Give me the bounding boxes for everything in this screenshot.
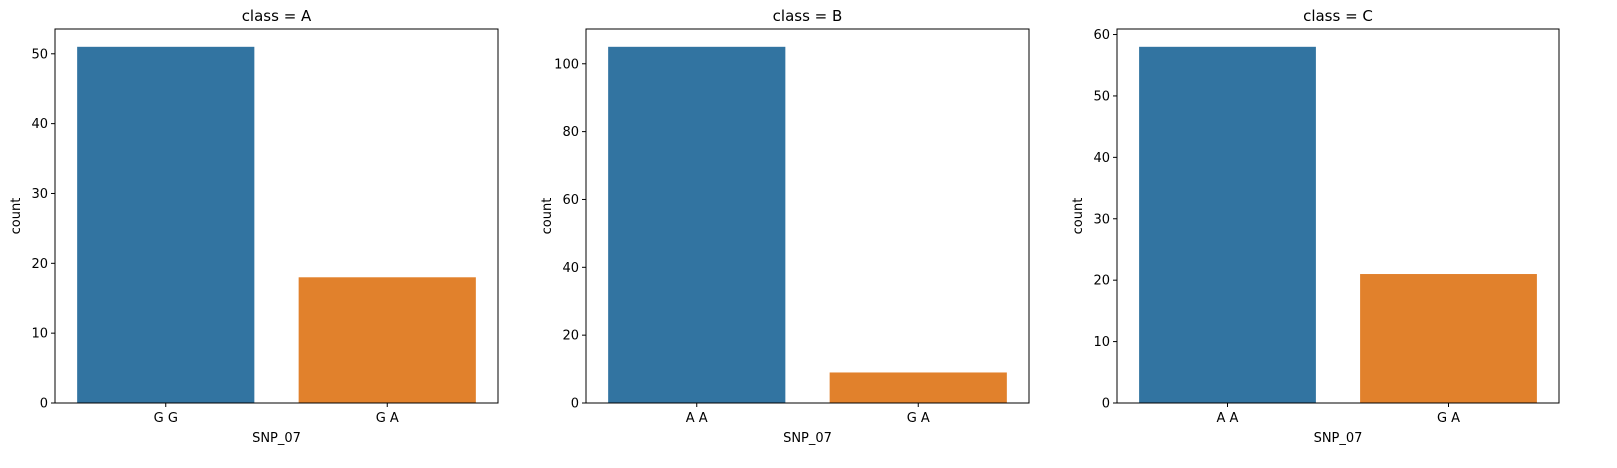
bar bbox=[298, 277, 476, 403]
x-tick-label: A A bbox=[1217, 411, 1239, 426]
x-tick-label: G A bbox=[907, 411, 930, 426]
bar bbox=[608, 46, 786, 404]
y-tick-label: 80 bbox=[562, 125, 579, 140]
y-tick-label: 0 bbox=[571, 397, 579, 412]
y-axis-label: count bbox=[1071, 198, 1086, 235]
bar bbox=[1139, 46, 1316, 404]
subplot-3: 0 10 20 30 40 50 60 A A G A class = C SNP_07 count bbox=[1071, 7, 1560, 446]
y-tick-label: 40 bbox=[562, 261, 579, 276]
subplot-1: 0 10 20 30 40 50 G G G A class = A SNP_07 count bbox=[9, 7, 499, 446]
x-axis-label: SNP_07 bbox=[252, 431, 301, 446]
x-tick-label: G A bbox=[1437, 411, 1460, 426]
y-axis-label: count bbox=[9, 198, 24, 235]
y-tick-label: 50 bbox=[1093, 89, 1110, 104]
y-tick-label: 30 bbox=[31, 187, 48, 202]
bar bbox=[1360, 274, 1537, 403]
y-tick-label: 20 bbox=[31, 257, 48, 272]
y-tick-label: 10 bbox=[1093, 335, 1110, 350]
y-tick-label: 100 bbox=[554, 57, 579, 72]
axes-frame bbox=[54, 28, 499, 404]
x-tick-label: G A bbox=[376, 411, 399, 426]
x-tick-label: G G bbox=[154, 411, 178, 426]
x-tick-label: A A bbox=[686, 411, 708, 426]
y-tick-label: 60 bbox=[562, 193, 579, 208]
chart-title: class = B bbox=[773, 7, 843, 25]
bar bbox=[829, 372, 1007, 403]
y-tick-label: 30 bbox=[1093, 212, 1110, 227]
y-tick-label: 0 bbox=[40, 397, 48, 412]
y-tick-label: 10 bbox=[31, 327, 48, 342]
x-axis-label: SNP_07 bbox=[1314, 431, 1363, 446]
axes-frame bbox=[1116, 28, 1560, 404]
axes-frame bbox=[585, 28, 1030, 404]
y-tick-label: 60 bbox=[1093, 28, 1110, 43]
y-tick-label: 40 bbox=[31, 117, 48, 132]
y-tick-label: 40 bbox=[1093, 151, 1110, 166]
bar bbox=[77, 46, 255, 404]
y-axis-label: count bbox=[540, 198, 555, 235]
x-axis-label: SNP_07 bbox=[783, 431, 832, 446]
y-tick-label: 50 bbox=[31, 47, 48, 62]
y-tick-label: 0 bbox=[1102, 397, 1110, 412]
y-tick-label: 20 bbox=[1093, 274, 1110, 289]
subplot-2: 0 20 40 60 80 100 A A G A class = B SNP_07 count bbox=[540, 7, 1030, 446]
chart-title: class = C bbox=[1303, 7, 1373, 25]
y-tick-label: 20 bbox=[562, 329, 579, 344]
chart-title: class = A bbox=[242, 7, 312, 25]
